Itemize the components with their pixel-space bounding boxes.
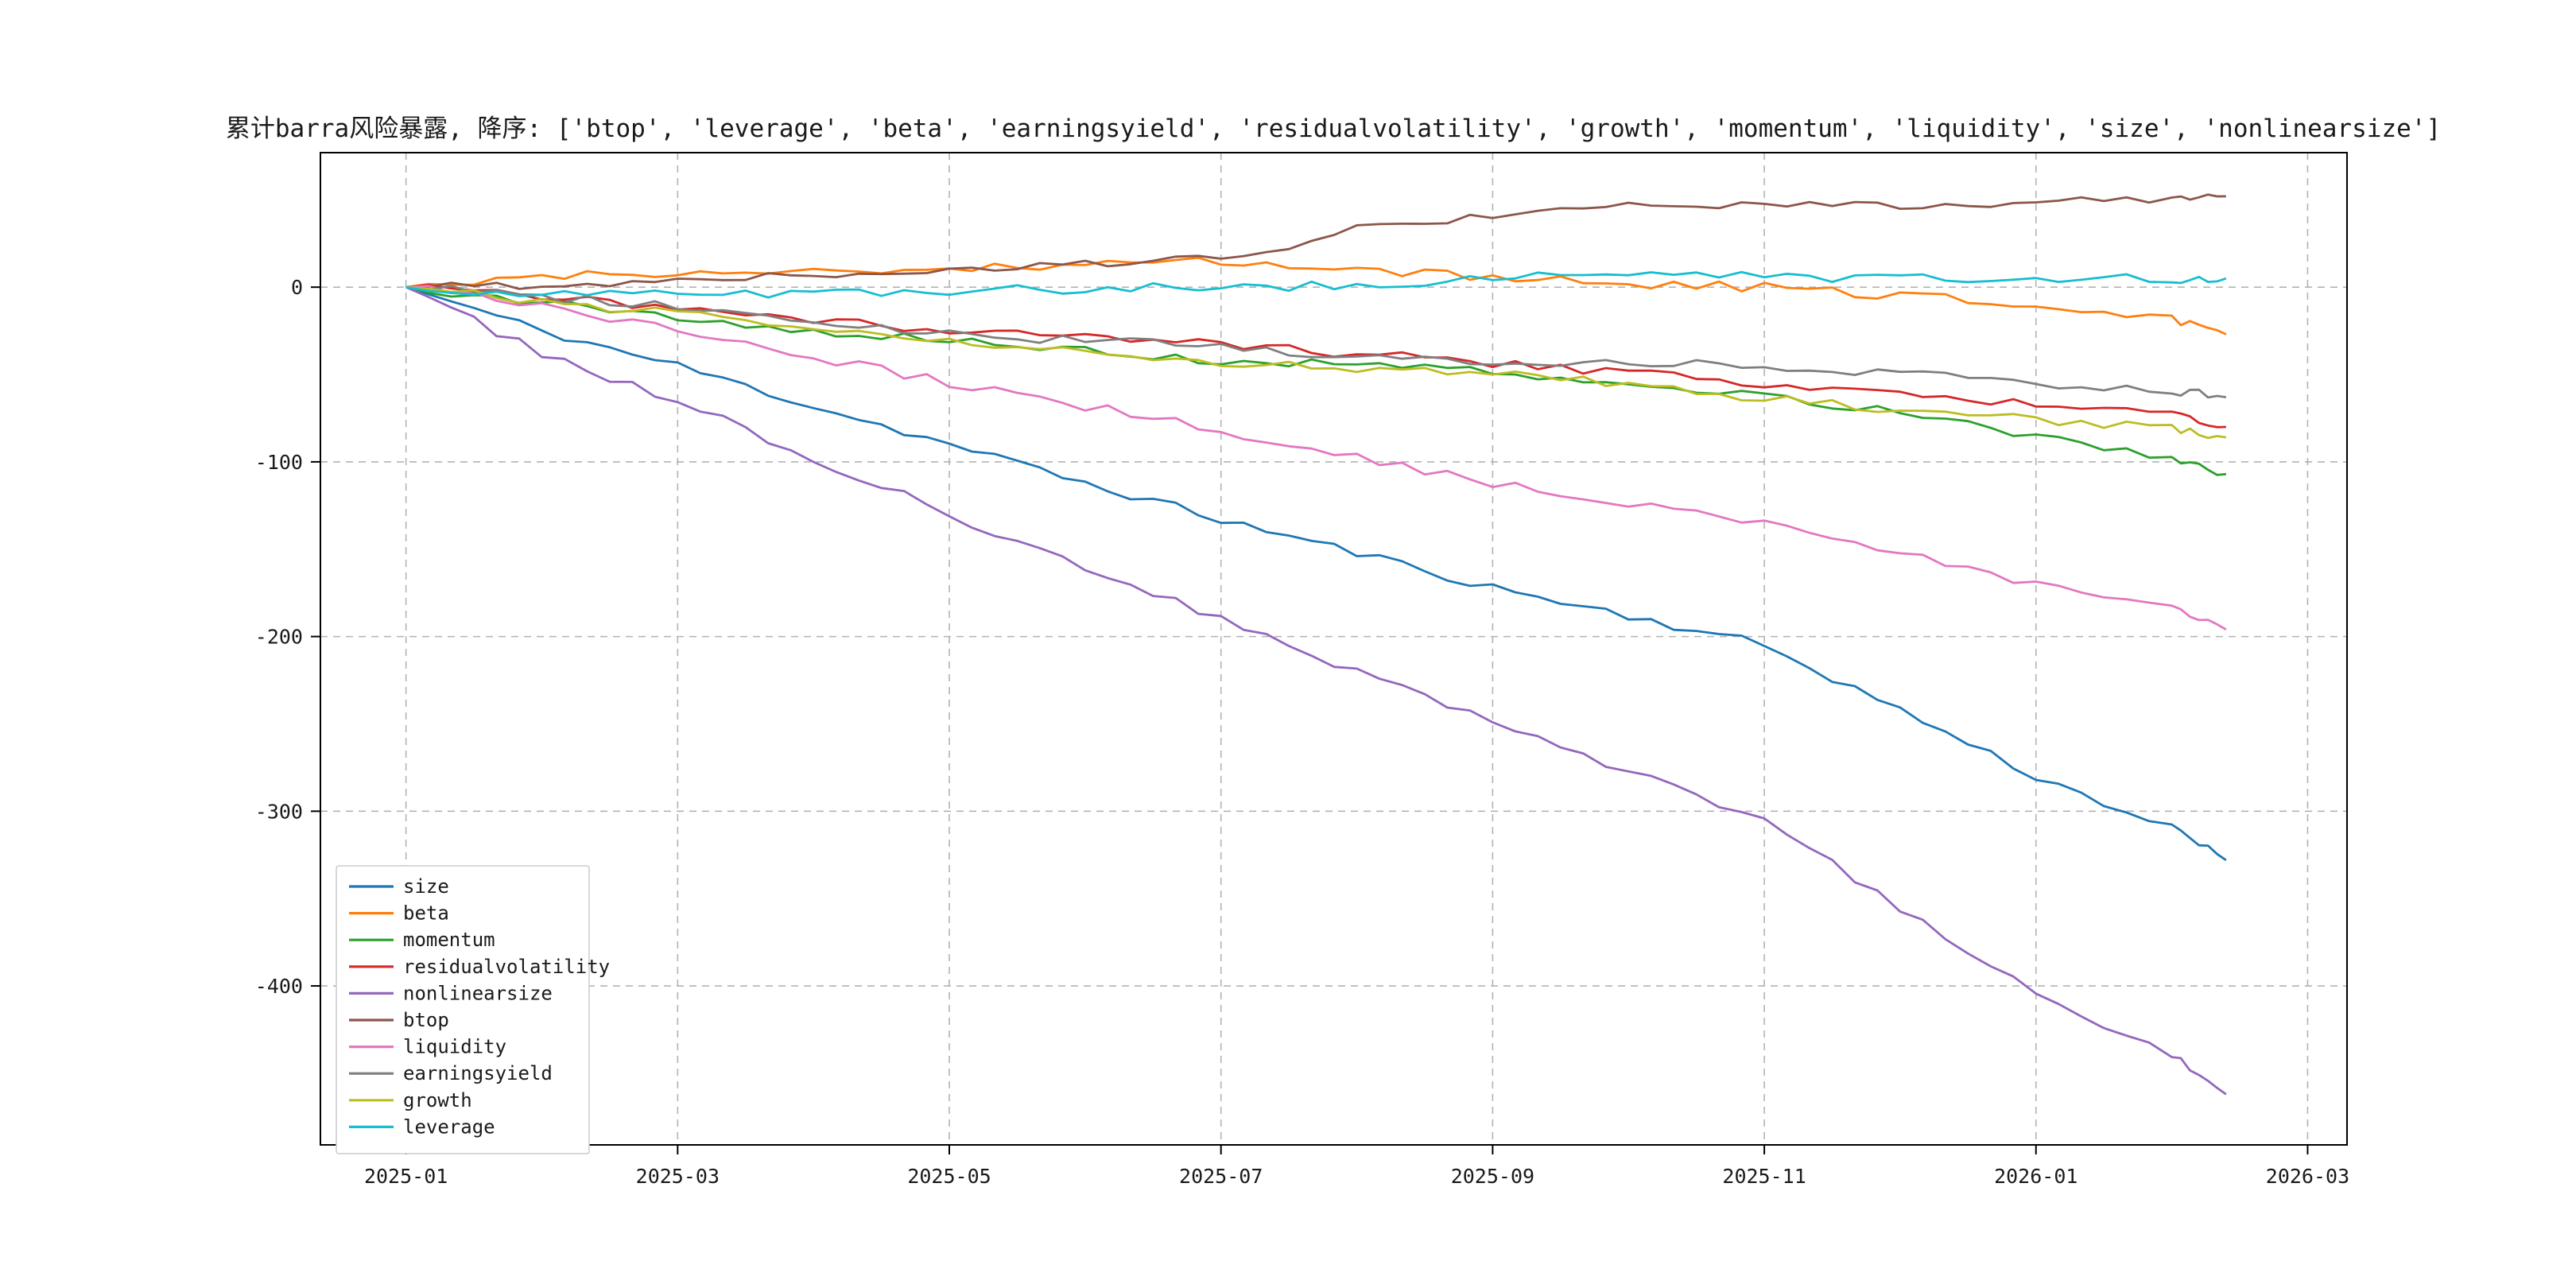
legend-label-btop: btop bbox=[403, 1009, 449, 1031]
y-tick-label: -200 bbox=[255, 626, 303, 649]
x-tick-label: 2025-05 bbox=[907, 1165, 991, 1188]
x-tick-label: 2025-11 bbox=[1722, 1165, 1806, 1188]
x-tick-label: 2025-01 bbox=[364, 1165, 448, 1188]
y-tick-label: 0 bbox=[291, 276, 303, 299]
series-line-size bbox=[405, 285, 2227, 862]
gridlines bbox=[320, 153, 2347, 1145]
legend-label-liquidity: liquidity bbox=[403, 1036, 506, 1058]
series-line-beta bbox=[405, 256, 2227, 336]
series-line-nonlinearsize bbox=[405, 285, 2227, 1096]
series-line-momentum bbox=[405, 285, 2227, 476]
legend-label-nonlinearsize: nonlinearsize bbox=[403, 982, 553, 1004]
x-tick-label: 2026-01 bbox=[1994, 1165, 2077, 1188]
plot-border bbox=[320, 152, 2348, 1146]
axes: 2025-01 2025-03 2025-05 2025-07 2025-09 2025-… bbox=[255, 152, 2349, 1188]
x-tick-label: 2026-03 bbox=[2266, 1165, 2349, 1188]
legend-label-leverage: leverage bbox=[403, 1115, 495, 1138]
series-line-residualvolatility bbox=[405, 283, 2226, 429]
y-tick-label: -100 bbox=[255, 451, 303, 474]
legend-label-momentum: momentum bbox=[403, 929, 495, 951]
legend-label-beta: beta bbox=[403, 902, 449, 925]
legend-label-residualvolatility: residualvolatility bbox=[403, 956, 610, 978]
legend-label-size: size bbox=[403, 875, 449, 898]
series-line-earningsyield bbox=[405, 285, 2227, 399]
chart-title: 累计barra风险暴露, 降序: ['btop', 'leverage', 'b… bbox=[226, 114, 2441, 143]
y-tick-label: -300 bbox=[255, 800, 303, 823]
x-tick-label: 2025-07 bbox=[1179, 1165, 1263, 1188]
series-line-liquidity bbox=[405, 285, 2227, 631]
legend: size beta momentum residualvolatility nonlin… bbox=[336, 865, 610, 1154]
y-tick-label: -400 bbox=[255, 975, 303, 998]
series-line-growth bbox=[405, 285, 2227, 440]
x-tick-label: 2025-09 bbox=[1451, 1165, 1534, 1188]
legend-box bbox=[336, 865, 590, 1154]
series-line-btop bbox=[405, 193, 2226, 290]
series-line-leverage bbox=[405, 270, 2227, 299]
legend-label-growth: growth bbox=[403, 1089, 472, 1111]
x-tick-label: 2025-03 bbox=[636, 1165, 720, 1188]
series-lines bbox=[405, 193, 2227, 1096]
legend-label-earningsyield: earningsyield bbox=[403, 1062, 553, 1084]
